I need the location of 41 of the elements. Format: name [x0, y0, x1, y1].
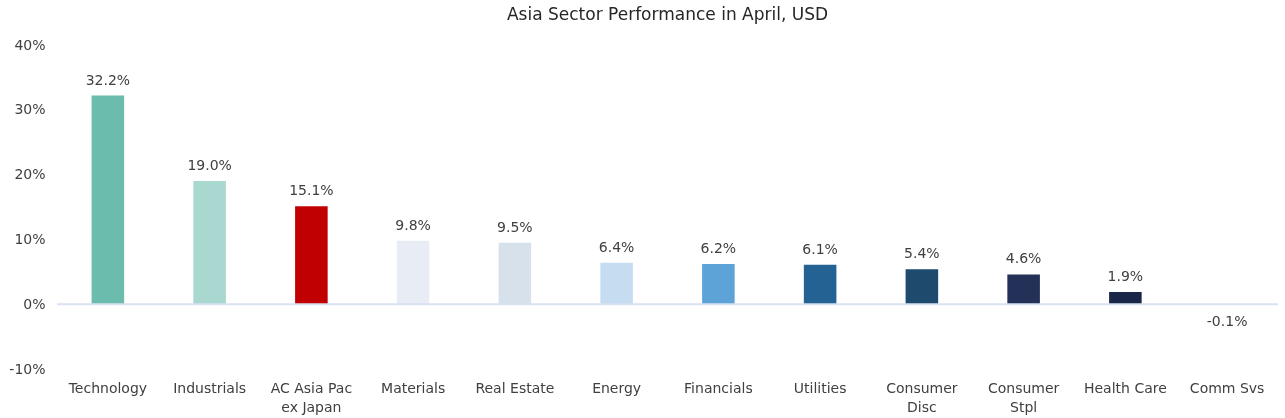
data-label: 4.6%: [1005, 250, 1042, 267]
data-label: 1.9%: [1107, 267, 1144, 284]
data-label: 15.1%: [289, 182, 334, 199]
y-tick-label: -10%: [9, 360, 46, 377]
x-tick-label: Financials: [684, 379, 753, 396]
bar: [1109, 291, 1142, 305]
y-tick-label: 30%: [14, 101, 46, 118]
data-label: 19.0%: [187, 157, 232, 174]
data-label: 9.5%: [497, 218, 533, 235]
bar: [905, 269, 939, 305]
data-label: 9.8%: [395, 216, 431, 233]
bar: [396, 240, 430, 305]
bar: [91, 95, 125, 305]
x-tick-label: Real Estate: [475, 379, 555, 396]
data-label: -0.1%: [1206, 312, 1248, 329]
data-label: 32.2%: [85, 71, 131, 88]
y-tick-label: 10%: [14, 230, 46, 247]
data-label: 6.2%: [700, 240, 737, 257]
bar: [803, 264, 837, 305]
data-label: 6.1%: [802, 240, 838, 257]
x-tick-label: Health Care: [1083, 379, 1167, 396]
bar: [600, 262, 633, 305]
data-label: 6.4%: [598, 238, 635, 255]
x-tick-label: Consumer Disc: [886, 379, 958, 415]
y-tick-label: 0%: [23, 295, 46, 312]
bar: [295, 206, 328, 305]
x-tick-label: Industrials: [173, 379, 247, 396]
x-tick-label: Comm Svs: [1189, 379, 1265, 396]
x-tick-label: Materials: [381, 379, 446, 396]
x-tick-label: Consumer Stpl: [987, 379, 1060, 415]
y-tick-label: 20%: [14, 166, 46, 183]
x-tick-label: Utilities: [793, 379, 847, 396]
data-label: 5.4%: [904, 245, 940, 262]
bar: [193, 181, 226, 305]
x-tick-label: Technology: [67, 379, 148, 396]
bar: [1007, 274, 1040, 305]
x-tick-label: AC Asia Pac ex Japan: [270, 379, 353, 415]
bar: [702, 264, 735, 305]
y-tick-label: 40%: [14, 36, 46, 53]
chart-title: Asia Sector Performance in April, USD: [506, 4, 829, 24]
x-tick-label: Energy: [592, 379, 642, 396]
